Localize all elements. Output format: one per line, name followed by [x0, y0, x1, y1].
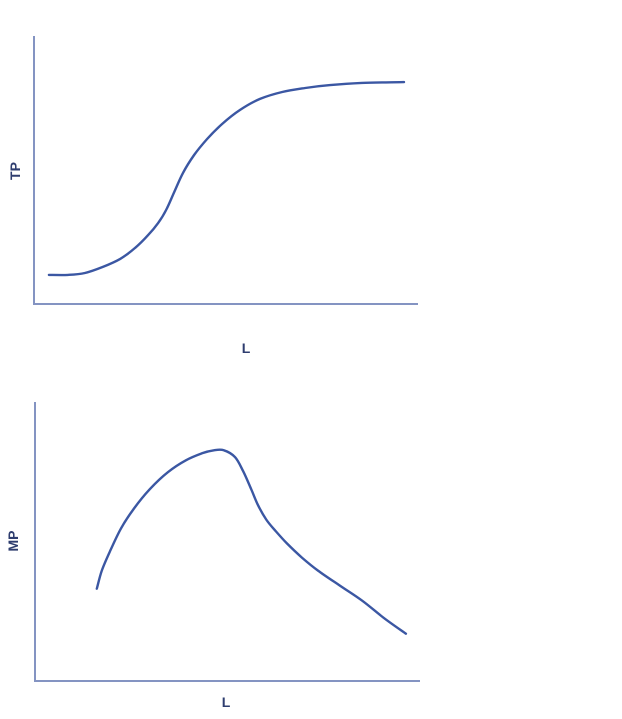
mp-chart-axes: [34, 402, 420, 682]
mp-x-axis-label: L: [221, 694, 231, 710]
tp-x-axis-label: L: [241, 340, 251, 356]
tp-plot: [33, 36, 418, 305]
mp-curve: [95, 448, 408, 635]
tp-chart-axes: [33, 36, 418, 305]
tp-curve: [47, 80, 406, 277]
mp-y-axis-label: MP: [5, 530, 21, 552]
mp-plot: [34, 402, 420, 682]
